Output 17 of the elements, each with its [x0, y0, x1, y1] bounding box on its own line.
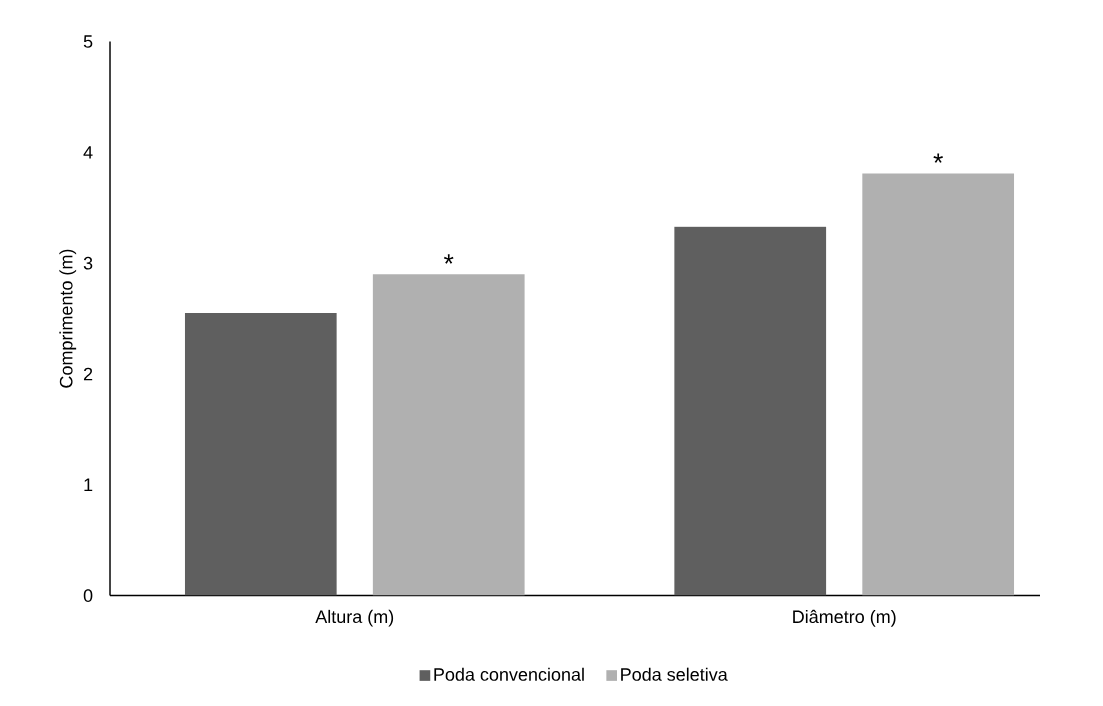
y-tick-label: 1 — [84, 478, 93, 491]
legend-label: Poda convencional — [434, 667, 584, 681]
x-tick-label: Altura (m) — [315, 609, 394, 627]
annotation: * — [443, 254, 454, 264]
x-tick-label: Diâmetro (m) — [793, 609, 896, 627]
y-tick-label: 3 — [83, 256, 93, 270]
y-tick-label: 5 — [83, 35, 93, 48]
bar — [674, 226, 827, 596]
y-tick-label: 4 — [83, 146, 93, 159]
bar — [372, 274, 525, 596]
y-axis-title: Comprimento (m) — [59, 249, 77, 388]
legend-label: Poda seletiva — [621, 667, 728, 681]
y-tick-label: 0 — [83, 589, 93, 602]
bar — [862, 173, 1015, 596]
bar — [184, 313, 337, 596]
annotation: * — [933, 153, 943, 163]
y-tick-label: 2 — [83, 367, 93, 381]
